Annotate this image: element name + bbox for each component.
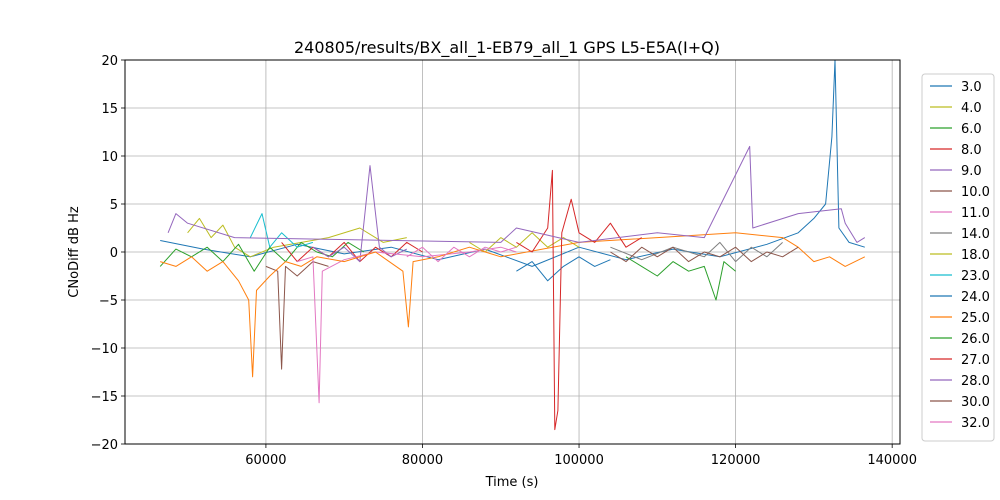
x-axis: 60000 80000 100000 120000 140000 — [245, 444, 917, 468]
legend-label: 18.0 — [961, 248, 990, 263]
series-line-24-0 — [516, 256, 611, 282]
y-tick-label: 10 — [101, 150, 118, 165]
series-line-26-0 — [625, 256, 736, 301]
legend-label: 32.0 — [961, 416, 990, 431]
series-line-14-0 — [610, 241, 783, 263]
series-line-32-0 — [406, 246, 517, 263]
legend-label: 30.0 — [961, 395, 990, 410]
x-tick-label: 100000 — [554, 453, 604, 468]
y-tick-label: 0 — [110, 246, 118, 261]
y-tick-label: 5 — [110, 198, 118, 213]
x-tick-label: 120000 — [711, 453, 761, 468]
series-line-8-0 — [281, 241, 423, 263]
plot-lines — [159, 59, 866, 431]
legend-label: 26.0 — [961, 332, 990, 347]
x-tick-label: 80000 — [402, 453, 443, 468]
y-tick-label: −5 — [99, 294, 118, 309]
grid — [125, 59, 900, 445]
y-tick-label: 20 — [101, 54, 118, 69]
y-axis-label: CNoDiff dB Hz — [67, 206, 82, 298]
x-axis-label: Time (s) — [485, 475, 539, 490]
x-tick-label: 140000 — [867, 453, 917, 468]
x-tick-label: 60000 — [245, 453, 286, 468]
legend-label: 23.0 — [961, 269, 990, 284]
legend-label: 8.0 — [961, 143, 982, 158]
legend-label: 4.0 — [961, 101, 982, 116]
series-line-9-0 — [312, 165, 408, 263]
legend-label: 10.0 — [961, 185, 990, 200]
series-line-10-0 — [265, 261, 329, 370]
legend-box — [921, 73, 995, 442]
series-line-25-0 — [160, 232, 866, 378]
series-line-3-0 — [160, 59, 865, 267]
y-axis: −20 −15 −10 −5 0 5 10 15 20 — [91, 54, 125, 453]
legend-label: 24.0 — [961, 290, 990, 305]
y-tick-label: −15 — [91, 390, 118, 405]
y-tick-label: 15 — [101, 102, 118, 117]
legend-label: 14.0 — [961, 227, 990, 242]
series-line-27-0 — [516, 169, 642, 431]
series-line-18-0 — [469, 232, 580, 253]
legend-label: 11.0 — [961, 206, 990, 221]
y-tick-label: −20 — [91, 438, 118, 453]
legend-label: 9.0 — [961, 164, 982, 179]
legend: 3.0 4.0 6.0 8.0 9.0 10.0 11.0 14.0 18.0 23.0 24.0 2… — [921, 73, 995, 442]
legend-label: 3.0 — [961, 80, 982, 95]
legend-label: 27.0 — [961, 353, 990, 368]
chart-title: 240805/results/BX_all_1-EB79_all_1 GPS L… — [294, 38, 720, 58]
series-line-30-0 — [610, 246, 799, 263]
legend-label: 25.0 — [961, 311, 990, 326]
series-line-11-0 — [297, 246, 517, 404]
series-line-23-0 — [249, 213, 314, 248]
series-line-28-0 — [167, 145, 866, 243]
y-tick-label: −10 — [91, 342, 118, 357]
legend-label: 28.0 — [961, 374, 990, 389]
series-line-4-0 — [187, 217, 407, 258]
legend-label: 6.0 — [961, 122, 982, 137]
